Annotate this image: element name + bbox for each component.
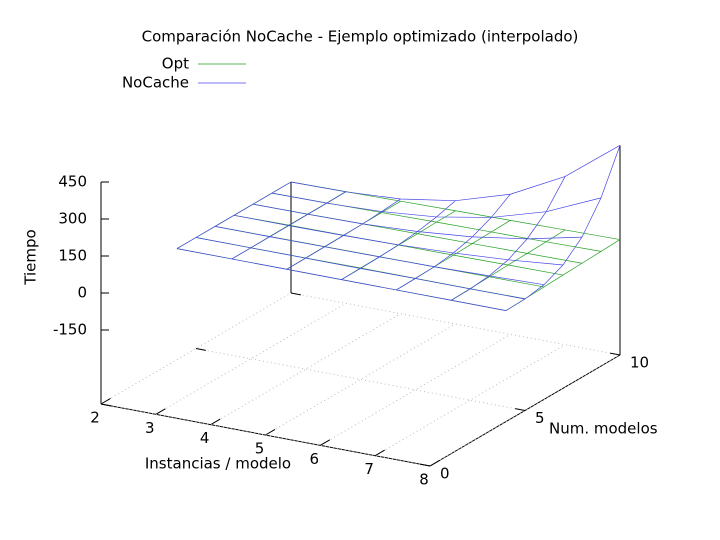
- grid-line: [374, 344, 566, 457]
- tick-mark: [515, 408, 526, 411]
- z-tick-label: -150: [53, 321, 87, 339]
- tick-mark: [290, 292, 301, 296]
- tick-mark: [420, 463, 431, 467]
- tick-mark: [429, 460, 440, 467]
- z-tick-label: 450: [58, 173, 87, 191]
- x-tick-label: 6: [310, 450, 320, 468]
- tick-mark: [265, 429, 276, 436]
- x-tick-label: 7: [364, 460, 374, 478]
- tick-mark: [195, 348, 206, 351]
- surface-line: [396, 194, 511, 291]
- tick-mark: [320, 439, 331, 446]
- chart-title: Comparación NoCache - Ejemplo optimizado…: [142, 28, 579, 46]
- grid-line: [195, 348, 526, 411]
- surface-line: [271, 192, 602, 218]
- surface-line: [290, 145, 621, 202]
- x-tick-label: 8: [419, 471, 429, 489]
- grid-line: [210, 313, 401, 426]
- tick-mark: [155, 408, 166, 415]
- y-axis-label: Num. modelos: [549, 420, 658, 438]
- surface-line: [286, 198, 401, 270]
- surface-line: [233, 214, 564, 266]
- z-tick-label: 0: [77, 284, 87, 302]
- grid-line: [429, 354, 621, 467]
- grid-line: [155, 302, 347, 415]
- x-tick-label: 2: [90, 409, 100, 427]
- legend-label: Opt: [162, 55, 189, 73]
- x-tick-label: 4: [200, 429, 210, 447]
- tick-mark: [100, 398, 111, 405]
- grid-line: [265, 323, 456, 436]
- z-axis-label: Tiempo: [22, 229, 40, 285]
- y-tick-label: 0: [440, 465, 450, 483]
- y-tick-label: 5: [535, 409, 545, 427]
- tick-mark: [100, 403, 111, 407]
- z-tick-label: 150: [58, 247, 87, 265]
- grid-line: [100, 292, 292, 405]
- surface-line: [341, 200, 456, 280]
- tick-mark: [374, 449, 385, 457]
- y-tick-label: 10: [630, 354, 649, 372]
- surface-line: [505, 145, 621, 311]
- x-axis-label: Instancias / modelo: [145, 455, 291, 473]
- x-tick-label: 5: [255, 440, 265, 458]
- surface-line: [231, 191, 347, 260]
- tick-mark: [210, 418, 221, 426]
- grid-line: [320, 333, 511, 446]
- surface-line: [176, 181, 292, 249]
- z-tick-label: 300: [58, 210, 87, 228]
- tick-mark: [610, 352, 621, 356]
- x-tick-label: 3: [145, 419, 155, 437]
- legend-label: NoCache: [122, 74, 189, 92]
- surface-line: [450, 176, 566, 301]
